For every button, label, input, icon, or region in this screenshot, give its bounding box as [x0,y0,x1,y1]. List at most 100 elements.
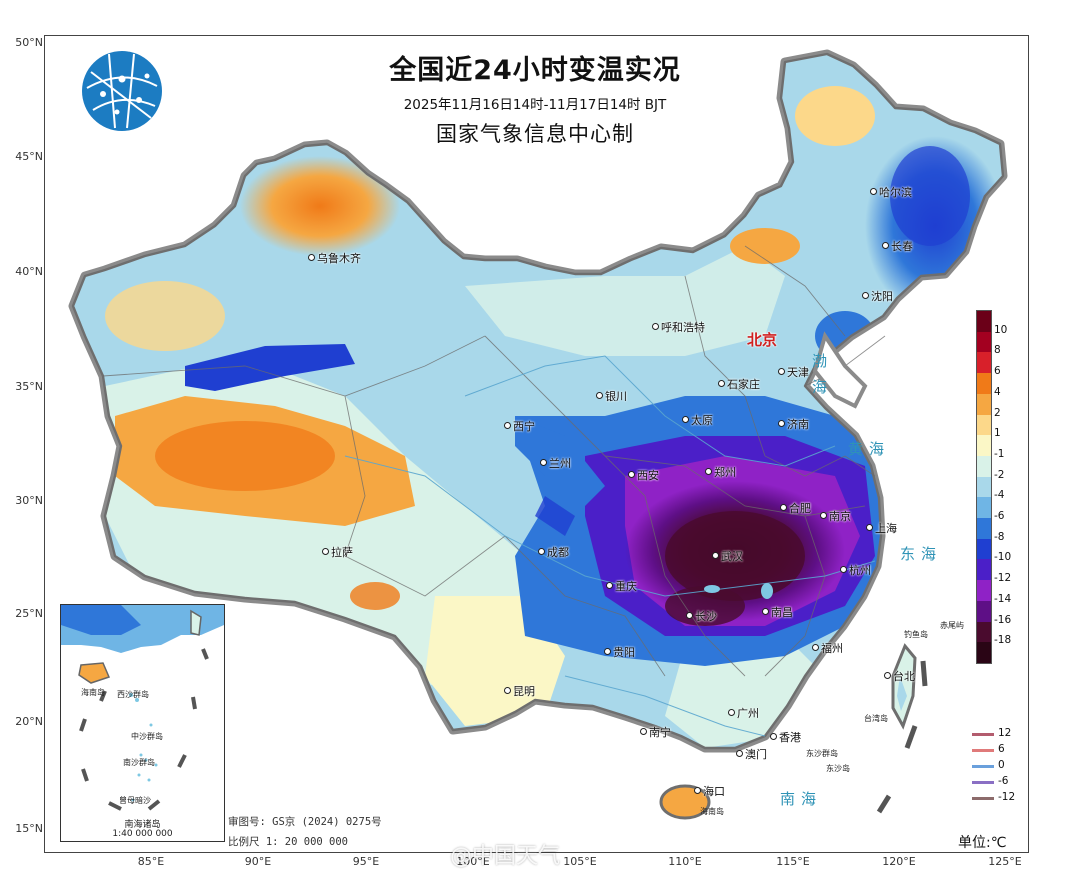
map-title-block: 全国近24小时变温实况 2025年11月16日14时-11月17日14时 BJT… [330,48,740,148]
city-label: 西安 [628,467,659,483]
city-label: 石家庄 [718,376,760,392]
legend-swatch [977,538,991,560]
city-label: 南宁 [640,724,671,740]
island-label: 海南岛 [700,807,724,816]
legend-swatch [977,580,991,601]
city-label: 乌鲁木齐 [308,250,361,266]
legend-swatch [977,414,991,436]
isoline-legend-swatch [972,749,994,752]
sea-label-yellow-sea: 黄海 [848,440,891,458]
city-label: 合肥 [780,500,811,516]
legend-level-label: -4 [994,489,1005,502]
isoline-legend-swatch [972,765,994,768]
isoline-legend-label: -6 [998,775,1009,787]
meteorological-center-logo [82,51,162,131]
legend-swatch [977,435,991,456]
map-title: 全国近24小时变温实况 [389,55,681,86]
legend-swatch [977,331,991,353]
isoline-legend-swatch [972,797,994,800]
map-scale: 比例尺 1: 20 000 000 [228,836,349,848]
lon-label-100e: 100°E [456,855,490,868]
legend-level-label: 10 [994,323,1008,336]
inset-caption: 南海诸岛 [124,820,161,830]
city-label: 天津 [778,364,809,380]
lat-label-45n: 45°N [15,150,43,163]
color-legend-bar [976,310,992,664]
lon-label-95e: 95°E [352,855,380,868]
lat-label-15n: 15°N [15,822,43,835]
legend-swatch [977,621,991,643]
city-label: 香港 [770,729,801,745]
boundary-dashes [876,660,928,814]
city-label: 西宁 [504,418,535,434]
lon-label-125e: 125°E [988,855,1022,868]
city-label: 台北 [884,668,915,684]
watermark: @中国天气 [450,844,561,869]
lon-label-85e: 85°E [137,855,165,868]
sea-label-south-china-sea: 南海 [780,790,823,808]
city-label: 福州 [812,640,843,656]
inset-label: 曾母暗沙 [119,796,151,805]
legend-swatch [977,497,991,519]
city-label: 重庆 [606,578,637,594]
legend-level-label: 2 [994,406,1001,419]
city-label: 杭州 [840,562,871,578]
unit-label: 单位:℃ [958,835,1007,851]
city-label: 长沙 [686,608,717,624]
lat-label-40n: 40°N [15,265,43,278]
legend-swatch [977,455,991,477]
inset-scale: 1:40 000 000 [112,829,173,839]
city-label: 武汉 [712,548,743,564]
legend-level-label: -6 [994,510,1005,523]
map-issuer: 国家气象信息中心制 [436,122,634,146]
legend-level-label: -14 [994,592,1012,605]
city-label: 兰州 [540,455,571,471]
city-label: 沈阳 [862,288,893,304]
taiwan-island [891,643,917,730]
city-label: 银川 [596,388,627,404]
city-label: 哈尔滨 [870,184,912,200]
legend-level-label: 4 [994,385,1001,398]
inset-label: 西沙群岛 [117,690,149,699]
city-label: 上海 [866,520,897,536]
poyang-lake [761,583,773,599]
isoline-legend-label: 6 [998,743,1005,755]
lat-label-35n: 35°N [15,380,43,393]
dongting-lake [704,585,720,593]
city-label: 长春 [882,238,913,254]
bohai-sea-area [812,331,868,409]
legend-swatch [977,373,991,394]
city-label: 呼和浩特 [652,319,705,335]
island-label: 赤尾屿 [940,621,964,630]
city-label: 澳门 [736,746,767,762]
city-label: 济南 [778,416,809,432]
lat-label-30n: 30°N [15,494,43,507]
legend-level-label: -18 [994,634,1012,647]
legend-level-label: -1 [994,447,1005,460]
legend-swatch [977,476,991,498]
legend-level-label: -12 [994,572,1012,585]
isoline-legend-swatch [972,781,994,784]
review-number: 审图号: GS京 (2024) 0275号 [228,816,382,828]
city-label: 南京 [820,508,851,524]
city-label: 成都 [538,544,569,560]
lon-label-115e: 115°E [776,855,810,868]
isoline-legend-label: -12 [998,791,1016,803]
city-label: 太原 [682,412,713,428]
isoline-legend-label: 0 [998,759,1005,771]
legend-swatch [977,311,991,332]
south-china-sea-inset: 海南岛 西沙群岛 中沙群岛 南沙群岛 曾母暗沙 南海诸岛 1:40 000 00… [60,604,225,842]
isoline-legend-swatch [972,733,994,736]
city-label: 拉萨 [322,544,353,560]
lon-label-120e: 120°E [882,855,916,868]
island-label: 东沙岛 [826,764,850,773]
legend-swatch [977,352,991,374]
legend-level-label: -10 [994,551,1012,564]
city-label: 昆明 [504,683,535,699]
legend-level-label: 8 [994,344,1001,357]
inset-map [61,605,224,811]
island-label: 台湾岛 [864,714,888,723]
inset-label: 南沙群岛 [123,758,155,767]
lat-label-20n: 20°N [15,715,43,728]
legend-level-label: 6 [994,365,1001,378]
